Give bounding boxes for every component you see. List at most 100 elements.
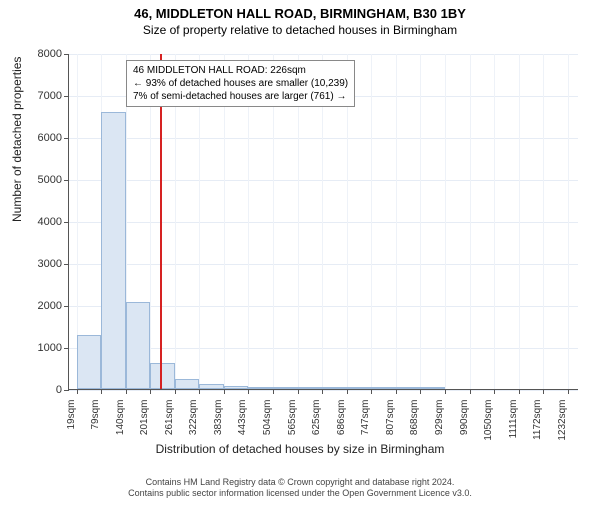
xtick-label: 565sqm [287,400,298,436]
ytick-mark [64,306,69,307]
histogram-chart: 01000200030004000500060007000800019sqm79… [68,54,578,390]
gridline [69,222,578,223]
xtick-label: 1111sqm [508,400,519,439]
gridline [69,390,578,391]
vgridline [543,54,544,389]
histogram-bar [199,384,224,389]
ytick-mark [64,138,69,139]
xtick-mark [470,389,471,394]
ytick-label: 4000 [12,216,62,228]
ytick-mark [64,348,69,349]
xtick-mark [322,389,323,394]
vgridline [568,54,569,389]
xtick-mark [543,389,544,394]
histogram-bar [224,386,248,389]
histogram-bar [298,387,322,389]
ytick-label: 6000 [12,132,62,144]
histogram-bar [322,387,347,389]
vgridline [494,54,495,389]
xtick-label: 79sqm [90,400,101,430]
gridline [69,264,578,265]
xtick-mark [199,389,200,394]
info-line-3: 7% of semi-detached houses are larger (7… [133,90,348,103]
xtick-label: 443sqm [237,400,248,436]
info-line-1: 46 MIDDLETON HALL ROAD: 226sqm [133,64,348,77]
gridline [69,54,578,55]
xtick-mark [519,389,520,394]
ytick-label: 2000 [12,300,62,312]
histogram-bar [248,387,273,389]
xtick-label: 140sqm [115,400,126,436]
reference-info-box: 46 MIDDLETON HALL ROAD: 226sqm ← 93% of … [126,60,355,107]
xtick-label: 625sqm [311,400,322,436]
ytick-mark [64,96,69,97]
xtick-label: 261sqm [164,400,175,436]
info-line-2: ← 93% of detached houses are smaller (10… [133,77,348,90]
gridline [69,180,578,181]
xtick-mark [273,389,274,394]
xtick-label: 504sqm [262,400,273,436]
gridline [69,138,578,139]
histogram-bar [101,112,126,389]
vgridline [445,54,446,389]
xtick-mark [420,389,421,394]
xtick-label: 1232sqm [557,400,568,441]
histogram-bar [371,387,395,389]
vgridline [396,54,397,389]
histogram-bar [175,379,200,389]
ytick-mark [64,222,69,223]
vgridline [519,54,520,389]
ytick-label: 5000 [12,174,62,186]
ytick-label: 0 [12,384,62,396]
vgridline [371,54,372,389]
histogram-bar [77,335,101,389]
x-axis-title: Distribution of detached houses by size … [0,442,600,456]
vgridline [420,54,421,389]
xtick-label: 807sqm [385,400,396,436]
xtick-label: 1172sqm [532,400,543,440]
histogram-bar [347,387,372,389]
xtick-label: 868sqm [409,400,420,436]
xtick-mark [396,389,397,394]
xtick-mark [224,389,225,394]
ytick-mark [64,390,69,391]
histogram-bar [150,363,174,389]
ytick-label: 3000 [12,258,62,270]
xtick-label: 747sqm [360,400,371,436]
xtick-mark [568,389,569,394]
ytick-mark [64,54,69,55]
xtick-mark [371,389,372,394]
histogram-bar [420,387,445,389]
xtick-label: 383sqm [213,400,224,436]
vgridline [470,54,471,389]
page-subtitle: Size of property relative to detached ho… [0,23,600,37]
histogram-bar [396,387,421,389]
histogram-bar [126,302,151,389]
xtick-label: 929sqm [434,400,445,436]
xtick-label: 686sqm [336,400,347,436]
ytick-label: 1000 [12,342,62,354]
xtick-label: 19sqm [66,400,77,430]
ytick-mark [64,264,69,265]
xtick-mark [77,389,78,394]
xtick-mark [126,389,127,394]
ytick-mark [64,180,69,181]
xtick-mark [150,389,151,394]
xtick-mark [347,389,348,394]
page-title: 46, MIDDLETON HALL ROAD, BIRMINGHAM, B30… [0,6,600,21]
xtick-mark [494,389,495,394]
ytick-label: 7000 [12,90,62,102]
xtick-label: 322sqm [188,400,199,436]
xtick-mark [248,389,249,394]
xtick-mark [101,389,102,394]
attribution-footer: Contains HM Land Registry data © Crown c… [0,477,600,500]
xtick-mark [175,389,176,394]
xtick-mark [298,389,299,394]
xtick-label: 201sqm [139,400,150,436]
xtick-label: 1050sqm [483,400,494,441]
footer-line-2: Contains public sector information licen… [0,488,600,500]
xtick-label: 990sqm [459,400,470,436]
ytick-label: 8000 [12,48,62,60]
footer-line-1: Contains HM Land Registry data © Crown c… [0,477,600,489]
xtick-mark [445,389,446,394]
